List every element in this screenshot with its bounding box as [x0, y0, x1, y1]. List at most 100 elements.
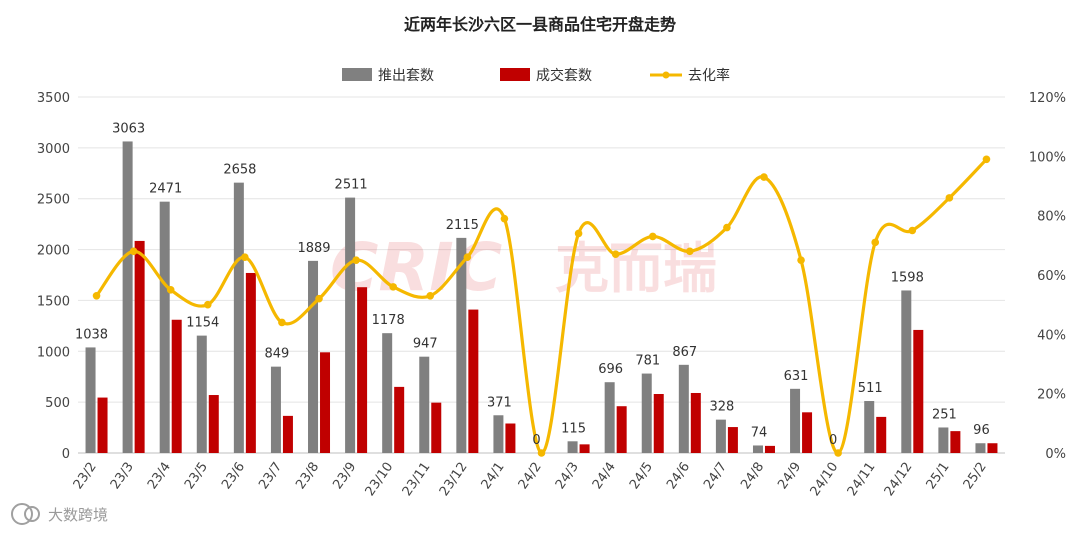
absorption-line-path: [95, 158, 988, 455]
data-label-supply: 1154: [186, 316, 219, 331]
bar-sold: [171, 319, 182, 453]
data-label-supply: 74: [751, 425, 768, 440]
bar-supply: [382, 333, 393, 453]
bar-sold: [579, 444, 590, 453]
bar-sold: [987, 443, 998, 453]
bar-sold: [282, 415, 293, 453]
y-right-tick-label: 60%: [1037, 269, 1066, 284]
data-label-supply: 1178: [372, 313, 405, 328]
data-label-supply: 0: [532, 433, 540, 448]
y-right-tick-label: 100%: [1029, 150, 1066, 165]
x-tick-label: 23/2: [71, 460, 100, 493]
x-tick-label: 25/2: [961, 460, 990, 493]
absorption-point: [315, 294, 323, 303]
bar-sold: [134, 240, 145, 453]
data-label-supply: 251: [932, 407, 957, 422]
data-label-supply: 849: [265, 347, 290, 362]
bar-supply: [752, 445, 763, 453]
watermark-center: CRIC 克而瑞: [330, 229, 717, 306]
x-tick-label: 24/9: [775, 460, 804, 493]
legend-label-supply: 推出套数: [378, 68, 434, 84]
chart-title: 近两年长沙六区一县商品住宅开盘走势: [404, 15, 676, 34]
absorption-point: [389, 283, 397, 291]
bar-supply: [85, 347, 96, 453]
x-tick-label: 24/3: [553, 460, 582, 493]
watermark-logo-icon: [11, 503, 33, 525]
watermark-corner-text: 大数跨境: [48, 506, 108, 524]
absorption-point: [500, 214, 509, 223]
absorption-point: [537, 449, 546, 457]
absorption-point: [648, 232, 657, 241]
bar-sold: [505, 423, 516, 453]
data-labels: 1038 3063 2471 1154 2658 849 1889 2511 1178 947 21…: [75, 121, 990, 448]
y-left-tick-label: 1000: [37, 345, 70, 360]
data-label-supply: 2658: [223, 163, 256, 178]
x-tick-label: 24/10: [808, 460, 842, 499]
bar-sold: [950, 431, 961, 453]
bar-supply: [159, 201, 170, 453]
data-label-supply: 2471: [149, 182, 182, 197]
bar-supply: [715, 419, 726, 453]
absorption-point: [92, 291, 101, 300]
bar-sold: [727, 427, 738, 453]
bar-sold: [764, 445, 775, 453]
y-axis-left: 0 500 1000 1500 2000 2500 3000 3500: [37, 91, 70, 462]
y-left-tick-label: 1500: [37, 294, 70, 309]
x-tick-label: 23/4: [145, 460, 174, 493]
absorption-point: [760, 173, 768, 181]
bar-supply: [641, 373, 652, 453]
bar-supply: [901, 290, 912, 453]
bar-sold: [653, 394, 664, 453]
data-label-supply: 1038: [75, 327, 108, 342]
bar-supply: [975, 443, 986, 453]
bar-supply: [270, 366, 281, 453]
bar-sold: [245, 272, 256, 453]
legend-marker-absorption: [662, 71, 670, 79]
x-tick-label: 23/10: [363, 460, 397, 499]
watermark-corner: 大数跨境: [11, 503, 108, 525]
x-tick-label: 23/8: [293, 460, 322, 493]
y-right-tick-label: 120%: [1029, 91, 1066, 106]
data-label-supply: 1598: [891, 270, 924, 285]
absorption-point: [463, 253, 472, 261]
y-axis-right: 0% 20% 40% 60% 80% 100% 120%: [1029, 91, 1066, 462]
bar-supply: [308, 260, 319, 453]
bar-sold: [802, 412, 813, 453]
legend: 推出套数 成交套数 去化率: [342, 67, 730, 84]
data-label-supply: 1889: [297, 241, 330, 256]
absorption-point: [426, 291, 435, 300]
bar-supply: [419, 356, 430, 453]
absorption-point: [611, 250, 620, 259]
x-tick-label: 23/12: [437, 460, 471, 499]
bar-sold: [468, 309, 479, 453]
x-tick-label: 23/3: [108, 460, 137, 493]
absorption-point: [241, 253, 249, 261]
data-label-supply: 2511: [335, 178, 368, 193]
y-right-tick-label: 80%: [1037, 210, 1066, 225]
absorption-point: [203, 300, 212, 309]
y-right-tick-label: 0%: [1045, 447, 1066, 462]
data-label-supply: 781: [635, 354, 660, 369]
x-tick-label: 24/7: [701, 460, 730, 493]
bar-supply: [864, 401, 875, 453]
data-label-supply: 696: [598, 362, 623, 377]
absorption-point: [834, 449, 842, 457]
y-left-tick-label: 2000: [37, 244, 70, 259]
y-left-tick-label: 0: [62, 447, 70, 462]
data-label-supply: 511: [858, 381, 883, 396]
bar-sold: [431, 402, 442, 453]
x-tick-label: 23/9: [330, 460, 359, 493]
bar-sold: [320, 352, 331, 453]
x-tick-label: 24/12: [882, 460, 916, 499]
x-tick-label: 24/4: [590, 460, 619, 493]
bar-sold: [357, 287, 368, 453]
x-tick-label: 24/2: [516, 460, 545, 493]
data-label-supply: 115: [561, 421, 586, 436]
legend-label-absorption: 去化率: [688, 67, 730, 84]
x-axis: 23/2 23/3 23/4 23/5 23/6 23/7 23/8 23/9 23/10 23/…: [71, 460, 990, 499]
bar-supply: [938, 427, 949, 453]
data-label-supply: 2115: [446, 218, 479, 233]
absorption-point: [574, 229, 583, 238]
y-left-tick-label: 500: [45, 396, 70, 411]
